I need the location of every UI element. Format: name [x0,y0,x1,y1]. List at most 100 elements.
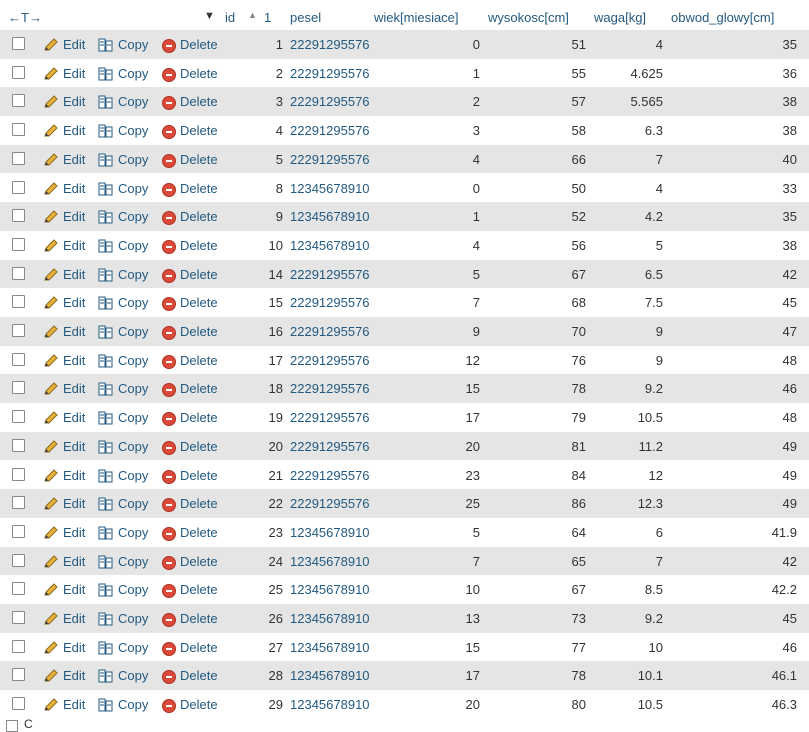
edit-link[interactable]: Edit [63,123,86,139]
row-checkbox[interactable] [12,410,25,424]
table-row[interactable]: Edit Copy Delete 27 12345678910 15 77 10… [0,632,809,662]
table-row[interactable]: Edit Copy Delete 25 12345678910 10 67 8.… [0,575,809,604]
edit-link[interactable]: Edit [63,180,86,196]
copy-link[interactable]: Copy [118,410,149,426]
edit-link[interactable]: Edit [63,611,86,626]
row-checkbox[interactable] [12,295,25,309]
row-checkbox[interactable] [12,582,25,596]
cell-pesel[interactable]: 22291295576 [290,123,370,139]
table-row[interactable]: Edit Copy Delete 29 12345678910 20 80 10… [0,690,809,719]
table-row[interactable]: Edit Copy Delete 26 12345678910 13 73 9.… [0,604,809,633]
edit-link[interactable]: Edit [63,381,86,397]
table-row[interactable]: Edit Copy Delete 5 22291295576 4 66 7 40 [0,144,809,174]
delete-link[interactable]: Delete [180,381,218,397]
copy-link[interactable]: Copy [118,94,149,110]
edit-link[interactable]: Edit [63,410,86,426]
copy-link[interactable]: Copy [118,668,149,684]
table-row[interactable]: Edit Copy Delete 19 22291295576 17 79 10… [0,403,809,432]
cell-pesel[interactable]: 12345678910 [290,209,370,225]
row-checkbox[interactable] [12,438,25,452]
cell-pesel[interactable]: 22291295576 [290,381,370,397]
table-row[interactable]: Edit Copy Delete 10 12345678910 4 56 5 3… [0,230,809,260]
row-checkbox[interactable] [12,180,25,194]
column-options-dropdown-icon[interactable]: ▼ [204,10,215,22]
row-checkbox[interactable] [12,37,25,50]
delete-link[interactable]: Delete [180,410,218,426]
column-header-id[interactable]: id [225,10,236,25]
edit-link[interactable]: Edit [63,697,86,713]
delete-link[interactable]: Delete [180,352,218,368]
table-row[interactable]: Edit Copy Delete 20 22291295576 20 81 11… [0,431,809,461]
edit-link[interactable]: Edit [63,37,86,52]
copy-link[interactable]: Copy [118,266,149,282]
edit-link[interactable]: Edit [63,209,86,225]
table-row[interactable]: Edit Copy Delete 3 22291295576 2 57 5.56… [0,87,809,117]
table-row[interactable]: Edit Copy Delete 22 22291295576 25 86 12… [0,489,809,518]
row-checkbox[interactable] [12,237,25,251]
edit-link[interactable]: Edit [63,582,86,598]
edit-link[interactable]: Edit [63,639,86,655]
edit-link[interactable]: Edit [63,352,86,368]
table-row[interactable]: Edit Copy Delete 4 22291295576 3 58 6.3 … [0,116,809,145]
copy-link[interactable]: Copy [118,352,149,368]
cell-pesel[interactable]: 12345678910 [290,668,370,684]
column-header-obwod[interactable]: obwod_glowy[cm] [671,10,775,25]
column-header-wiek[interactable]: wiek[miesiace] [374,10,459,25]
table-row[interactable]: Edit Copy Delete 8 12345678910 0 50 4 33 [0,173,809,203]
edit-link[interactable]: Edit [63,668,86,684]
check-all-checkbox[interactable] [6,720,18,732]
column-header-wysokosc[interactable]: wysokosc[cm] [488,10,569,25]
delete-link[interactable]: Delete [180,37,218,52]
edit-link[interactable]: Edit [63,553,86,569]
copy-link[interactable]: Copy [118,295,149,311]
table-row[interactable]: Edit Copy Delete 17 22291295576 12 76 9 … [0,345,809,375]
cell-pesel[interactable]: 22291295576 [290,266,370,282]
copy-link[interactable]: Copy [118,639,149,655]
edit-link[interactable]: Edit [63,467,86,483]
delete-link[interactable]: Delete [180,94,218,110]
row-checkbox[interactable] [12,639,25,653]
delete-link[interactable]: Delete [180,209,218,225]
cell-pesel[interactable]: 22291295576 [290,410,370,426]
row-checkbox[interactable] [12,209,25,223]
copy-link[interactable]: Copy [118,180,149,196]
copy-link[interactable]: Copy [118,496,149,512]
delete-link[interactable]: Delete [180,639,218,655]
delete-link[interactable]: Delete [180,582,218,598]
copy-link[interactable]: Copy [118,524,149,540]
cell-pesel[interactable]: 12345678910 [290,697,370,713]
copy-link[interactable]: Copy [118,438,149,454]
delete-link[interactable]: Delete [180,553,218,569]
edit-link[interactable]: Edit [63,266,86,282]
column-resize-arrows[interactable]: ←T→ [8,10,42,25]
cell-pesel[interactable]: 12345678910 [290,553,370,569]
cell-pesel[interactable]: 22291295576 [290,65,370,81]
table-row[interactable]: Edit Copy Delete 23 12345678910 5 64 6 4… [0,517,809,547]
edit-link[interactable]: Edit [63,94,86,110]
cell-pesel[interactable]: 22291295576 [290,151,370,167]
cell-pesel[interactable]: 22291295576 [290,438,370,454]
copy-link[interactable]: Copy [118,237,149,253]
table-row[interactable]: Edit Copy Delete 18 22291295576 15 78 9.… [0,374,809,404]
table-row[interactable]: Edit Copy Delete 21 22291295576 23 84 12… [0,460,809,490]
table-row[interactable]: Edit Copy Delete 16 22291295576 9 70 9 4… [0,317,809,346]
edit-link[interactable]: Edit [63,151,86,167]
copy-link[interactable]: Copy [118,65,149,81]
row-checkbox[interactable] [12,668,25,682]
delete-link[interactable]: Delete [180,467,218,483]
cell-pesel[interactable]: 12345678910 [290,237,370,253]
cell-pesel[interactable]: 22291295576 [290,324,370,339]
copy-link[interactable]: Copy [118,209,149,225]
delete-link[interactable]: Delete [180,324,218,339]
edit-link[interactable]: Edit [63,295,86,311]
copy-link[interactable]: Copy [118,381,149,397]
column-header-waga[interactable]: waga[kg] [594,10,647,25]
copy-link[interactable]: Copy [118,467,149,483]
copy-link[interactable]: Copy [118,553,149,569]
edit-link[interactable]: Edit [63,438,86,454]
cell-pesel[interactable]: 22291295576 [290,496,370,512]
edit-link[interactable]: Edit [63,524,86,540]
row-checkbox[interactable] [12,496,25,510]
delete-link[interactable]: Delete [180,266,218,282]
delete-link[interactable]: Delete [180,65,218,81]
